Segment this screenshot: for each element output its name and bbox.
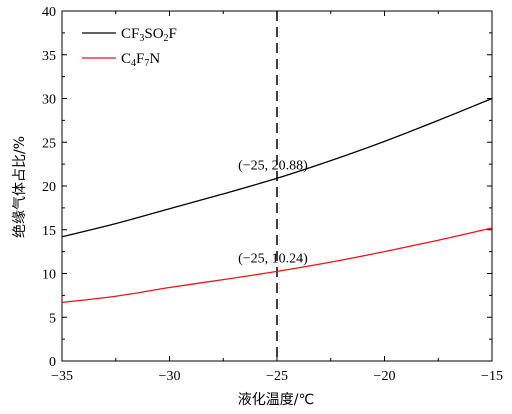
series-line-2 [61,227,493,304]
y-tick-label: 15 [42,224,56,239]
y-tick-label: 5 [49,311,56,326]
y-tick-label: 25 [42,136,56,151]
legend-label-2: C4F7N [121,51,160,69]
x-tick-label: −25 [266,369,288,384]
y-tick-label: 35 [42,49,56,64]
y-tick-label: 30 [42,93,56,108]
y-axis-label: 绝缘气体占比/% [12,136,28,238]
y-tick-label: 0 [49,355,56,370]
y-tick-label: 40 [42,5,56,20]
y-tick-label: 10 [42,268,56,283]
legend-label-1: CF3SO2F [121,26,177,44]
axis-ticks: 0 5 10 15 20 25 30 35 40 −35 −30 −25 −20 −15 [42,5,503,384]
legend: CF3SO2F C4F7N [82,26,177,69]
y-tick-label: 20 [42,180,56,195]
x-tick-label: −15 [481,369,503,384]
series-line-1 [61,97,493,238]
x-tick-label: −35 [51,369,73,384]
data-annotation-1: (−25, 20.88) [238,158,308,173]
x-axis-label: 液化温度/℃ [238,392,314,408]
x-tick-label: −20 [374,369,396,384]
x-tick-label: −30 [159,369,181,384]
data-annotation-2: (−25, 10.24) [238,251,308,266]
